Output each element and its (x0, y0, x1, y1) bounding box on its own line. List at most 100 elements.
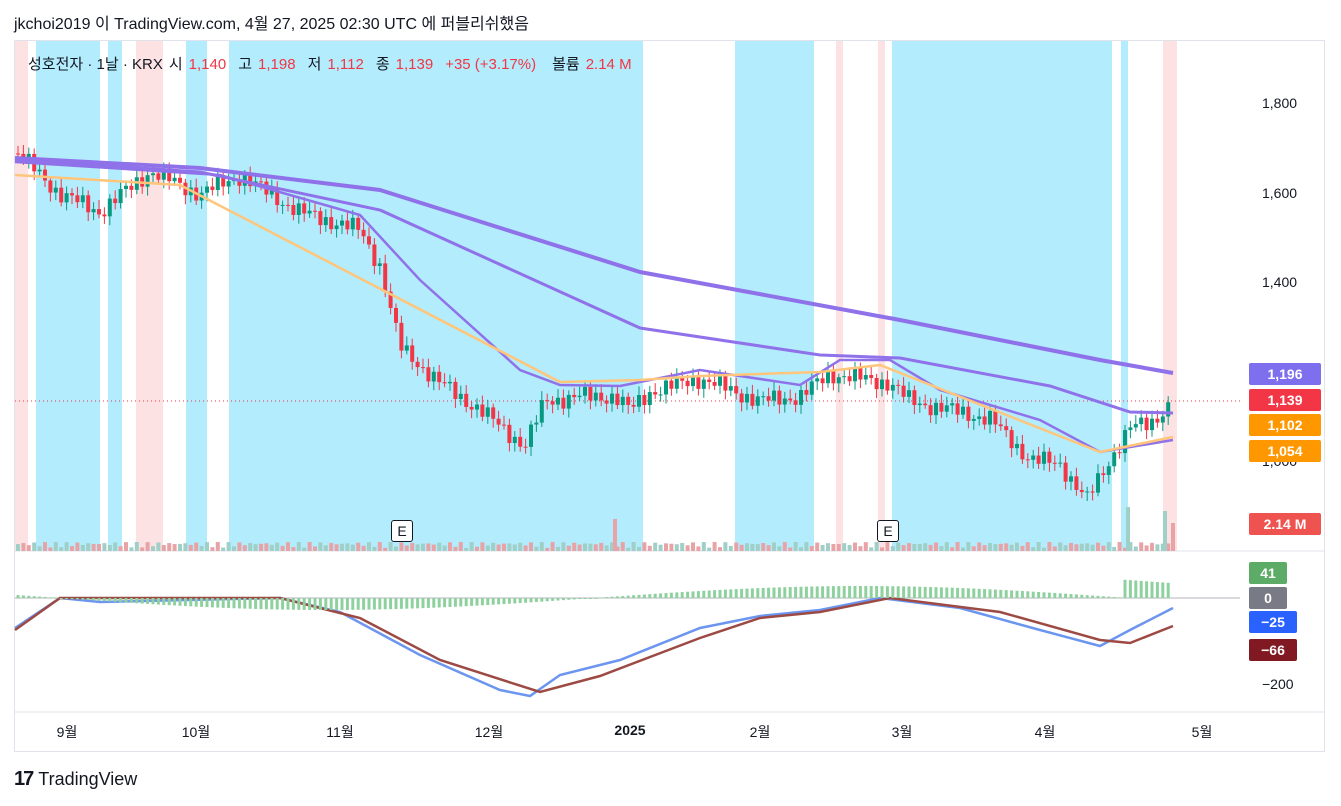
volume-bar (259, 543, 263, 551)
macd-histogram-bar (1058, 593, 1062, 598)
candle-body (971, 418, 976, 421)
macd-histogram-bar (891, 586, 895, 598)
candle-body (437, 371, 442, 383)
candle-body (361, 229, 366, 237)
volume-bar (307, 542, 312, 551)
macd-histogram-bar (48, 597, 52, 599)
signal-line (14, 596, 1174, 694)
volume-bar (977, 542, 982, 551)
candle-body (269, 188, 274, 195)
macd-histogram-bar (648, 594, 652, 598)
volume-bar (356, 542, 361, 551)
volume-bar (890, 546, 895, 551)
macd-histogram-bar (934, 587, 938, 598)
candle-body (512, 436, 517, 444)
macd-histogram-bar (880, 586, 884, 598)
volume-bar (437, 542, 442, 551)
volume-bar (383, 547, 388, 551)
volume-bar (232, 546, 236, 551)
candle-body (777, 390, 782, 405)
candle-body (259, 181, 263, 183)
candle-body (901, 385, 906, 397)
candle-body (1106, 466, 1111, 476)
volume-bar (696, 546, 701, 551)
candle-body (16, 153, 20, 155)
macd-histogram-bar (567, 598, 571, 600)
macd-histogram-bar (502, 598, 506, 605)
macd-histogram-bar (426, 598, 430, 608)
candle-body (539, 400, 544, 423)
background-band (186, 41, 207, 551)
macd-histogram-bar (113, 598, 117, 602)
volume-bar (896, 542, 901, 551)
volume-bar (350, 544, 355, 551)
volume-bar (253, 544, 258, 551)
candle-body (826, 370, 830, 384)
candle-body (1128, 427, 1133, 431)
symbol-name[interactable]: 성호전자 · 1날 · KRX (28, 56, 163, 73)
earnings-badge[interactable]: E (391, 520, 413, 542)
candle-body (226, 181, 231, 187)
macd-histogram-bar (470, 598, 474, 606)
candle-body (377, 263, 382, 266)
candle-body (372, 244, 377, 266)
candle-body (178, 177, 182, 183)
macd-histogram-bar (578, 598, 582, 600)
candle-body (853, 368, 857, 382)
symbol-legend: 성호전자 · 1날 · KRX 시 1,140 고 1,198 저 1,112 종 1,… (28, 53, 638, 74)
background-band (136, 41, 163, 551)
macd-histogram-bar (124, 598, 128, 603)
macd-histogram-bar (632, 595, 636, 598)
volume-bar (64, 542, 69, 551)
footer-brand[interactable]: 17 TradingView (14, 768, 137, 791)
volume-bar (934, 542, 938, 551)
candle-body (934, 402, 938, 416)
candle-body (518, 436, 523, 447)
macd-histogram-bar (270, 598, 274, 610)
volume-bar (907, 543, 911, 551)
macd-histogram-bar (702, 590, 706, 598)
volume-bar (431, 544, 436, 551)
macd-histogram-bar (362, 598, 366, 610)
macd-histogram-bar (480, 598, 484, 606)
macd-histogram-bar (108, 598, 112, 602)
candle-body (107, 198, 112, 217)
earnings-badge[interactable]: E (877, 520, 899, 542)
volume-bar (1160, 543, 1165, 551)
candle-body (1025, 459, 1030, 461)
close-value: 1,139 (395, 56, 434, 73)
volume-bar (496, 544, 501, 551)
volume-bar (264, 543, 269, 551)
candle-body (1047, 451, 1052, 463)
macd-histogram-bar (983, 589, 987, 598)
volume-bar (1163, 511, 1167, 551)
volume-bar (318, 542, 323, 551)
candle-body (685, 380, 690, 387)
macd-histogram-bar (999, 589, 1003, 598)
candle-body (1101, 473, 1106, 476)
volume-bar (53, 542, 58, 551)
candle-body (874, 377, 879, 390)
candle-body (367, 236, 371, 245)
macd-histogram-bar (794, 586, 798, 598)
volume-bar (793, 542, 798, 551)
volume-bar (658, 544, 663, 551)
macd-histogram-bar (275, 598, 279, 610)
macd-zero-label: 0 (1249, 587, 1287, 609)
volume-bar (145, 542, 150, 551)
candle-body (75, 195, 80, 203)
volume-bar (577, 544, 582, 551)
volume-bar (421, 543, 425, 551)
candle-body (782, 398, 787, 405)
macd-histogram-bar (1064, 593, 1068, 598)
volume-bar (1004, 543, 1009, 551)
volume-bar (399, 542, 404, 551)
volume-bar (313, 546, 317, 551)
macd-histogram-bar (54, 597, 58, 599)
background-band (1121, 41, 1128, 551)
candle-body (1123, 430, 1127, 454)
volume-bar (944, 542, 949, 551)
volume-bar (539, 542, 544, 551)
volume-bar (561, 542, 566, 551)
